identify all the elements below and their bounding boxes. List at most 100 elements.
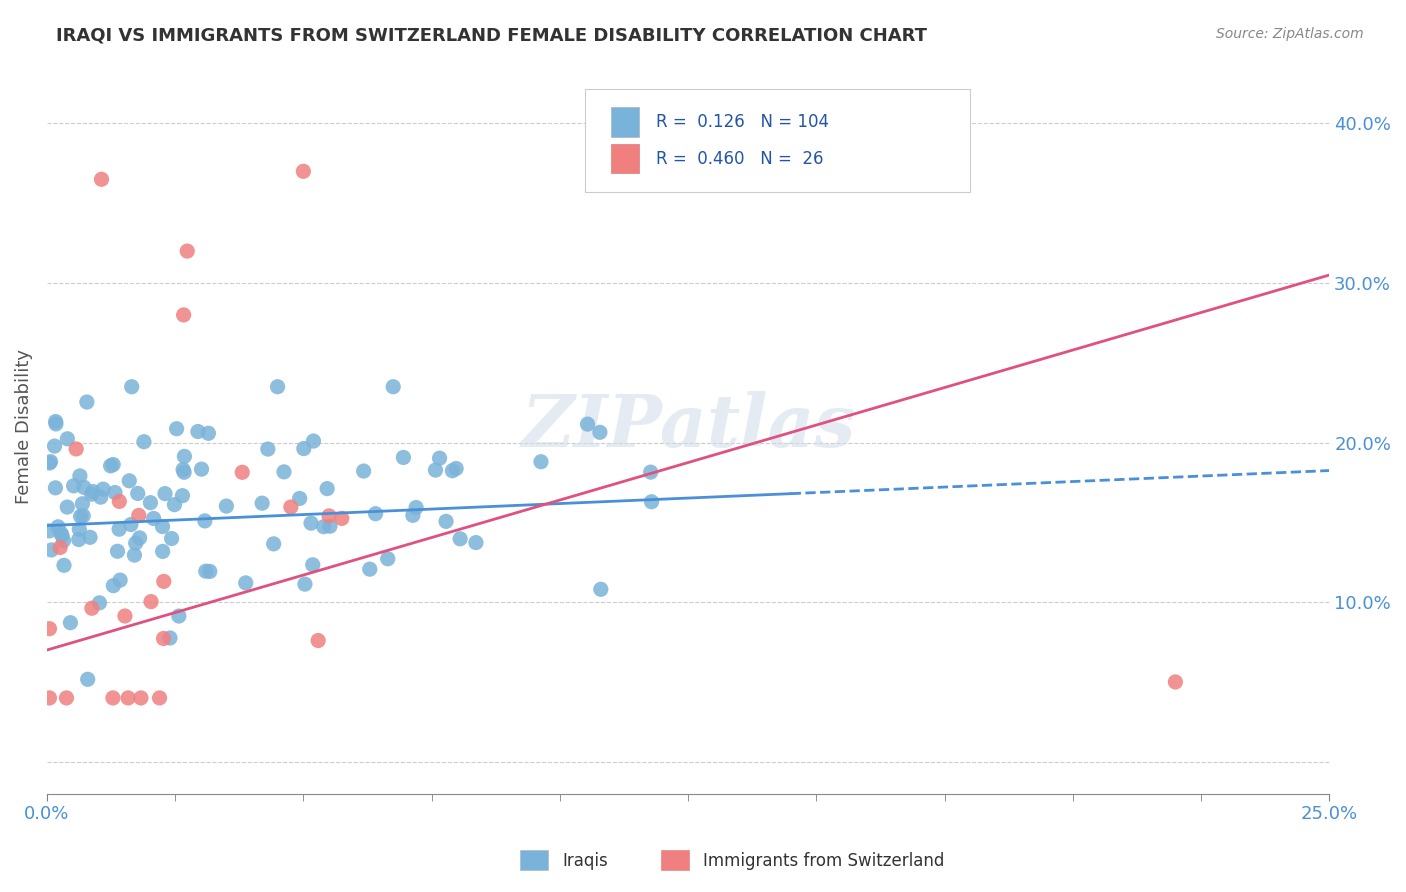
Iraqis: [41, 543, 63, 558]
Immigrants from Switzerland: [292, 164, 315, 178]
Immigrants from Switzerland: [148, 690, 170, 705]
Iraqis: [377, 551, 399, 566]
Iraqis: [197, 426, 219, 441]
Iraqis: [59, 615, 82, 630]
Iraqis: [127, 486, 149, 500]
Iraqis: [194, 564, 217, 578]
Iraqis: [167, 609, 190, 624]
Text: Immigrants from Switzerland: Immigrants from Switzerland: [703, 852, 945, 870]
Iraqis: [173, 465, 195, 479]
Immigrants from Switzerland: [129, 690, 152, 705]
Iraqis: [72, 508, 94, 523]
Immigrants from Switzerland: [108, 494, 131, 508]
Iraqis: [187, 425, 209, 439]
Iraqis: [353, 464, 375, 478]
Iraqis: [576, 417, 599, 431]
Immigrants from Switzerland: [152, 574, 174, 589]
Iraqis: [215, 499, 238, 513]
Iraqis: [79, 530, 101, 544]
Iraqis: [198, 565, 221, 579]
Iraqis: [402, 508, 425, 523]
Iraqis: [38, 524, 60, 538]
Iraqis: [76, 673, 98, 687]
Iraqis: [364, 507, 387, 521]
Iraqis: [69, 468, 91, 483]
Iraqis: [73, 480, 96, 494]
Iraqis: [118, 474, 141, 488]
Iraqis: [640, 494, 662, 508]
Iraqis: [153, 486, 176, 500]
Iraqis: [82, 484, 104, 499]
Immigrants from Switzerland: [49, 541, 72, 555]
Iraqis: [108, 522, 131, 536]
Iraqis: [441, 464, 464, 478]
Iraqis: [299, 516, 322, 530]
Iraqis: [72, 497, 94, 511]
Iraqis: [172, 462, 194, 476]
Iraqis: [273, 465, 295, 479]
Iraqis: [319, 519, 342, 533]
Iraqis: [152, 544, 174, 558]
Iraqis: [91, 482, 114, 496]
Immigrants from Switzerland: [152, 632, 174, 646]
Immigrants from Switzerland: [55, 690, 77, 705]
Iraqis: [108, 573, 131, 587]
Iraqis: [53, 558, 76, 573]
Immigrants from Switzerland: [101, 690, 124, 705]
Iraqis: [49, 526, 72, 541]
Text: Iraqis: Iraqis: [562, 852, 609, 870]
Iraqis: [124, 548, 146, 562]
Iraqis: [89, 596, 111, 610]
Iraqis: [45, 415, 67, 429]
Immigrants from Switzerland: [1164, 675, 1187, 690]
Iraqis: [56, 432, 79, 446]
Iraqis: [44, 481, 66, 495]
Iraqis: [67, 522, 90, 536]
Iraqis: [121, 380, 143, 394]
Iraqis: [44, 439, 66, 453]
Iraqis: [125, 536, 148, 550]
FancyBboxPatch shape: [585, 89, 970, 192]
Iraqis: [301, 558, 323, 572]
Iraqis: [263, 537, 285, 551]
Iraqis: [100, 458, 122, 473]
Iraqis: [103, 579, 125, 593]
Iraqis: [80, 487, 103, 501]
Text: R =  0.126   N = 104: R = 0.126 N = 104: [657, 113, 830, 131]
Immigrants from Switzerland: [80, 601, 103, 615]
Iraqis: [434, 514, 457, 528]
Iraqis: [266, 380, 288, 394]
Text: ZIPatlas: ZIPatlas: [522, 391, 855, 462]
Immigrants from Switzerland: [139, 594, 162, 608]
Iraqis: [288, 491, 311, 506]
Iraqis: [173, 450, 195, 464]
Iraqis: [294, 577, 316, 591]
Text: Source: ZipAtlas.com: Source: ZipAtlas.com: [1216, 27, 1364, 41]
Iraqis: [190, 462, 212, 476]
Iraqis: [194, 514, 217, 528]
Iraqis: [132, 434, 155, 449]
Text: IRAQI VS IMMIGRANTS FROM SWITZERLAND FEMALE DISABILITY CORRELATION CHART: IRAQI VS IMMIGRANTS FROM SWITZERLAND FEM…: [56, 27, 927, 45]
Iraqis: [405, 500, 427, 515]
Iraqis: [429, 451, 451, 466]
Iraqis: [107, 544, 129, 558]
Y-axis label: Female Disability: Female Disability: [15, 349, 32, 504]
Iraqis: [530, 455, 553, 469]
Iraqis: [128, 531, 150, 545]
Iraqis: [142, 511, 165, 525]
Iraqis: [67, 533, 90, 547]
Iraqis: [104, 485, 127, 500]
Iraqis: [69, 509, 91, 524]
Immigrants from Switzerland: [280, 500, 302, 514]
Immigrants from Switzerland: [38, 622, 60, 636]
Iraqis: [449, 532, 471, 546]
Immigrants from Switzerland: [117, 690, 139, 705]
Iraqis: [382, 380, 405, 394]
Iraqis: [163, 498, 186, 512]
Iraqis: [52, 533, 75, 548]
Text: R =  0.460   N =  26: R = 0.460 N = 26: [657, 150, 824, 168]
Iraqis: [359, 562, 381, 576]
Immigrants from Switzerland: [114, 609, 136, 624]
Iraqis: [139, 496, 162, 510]
Immigrants from Switzerland: [176, 244, 198, 258]
